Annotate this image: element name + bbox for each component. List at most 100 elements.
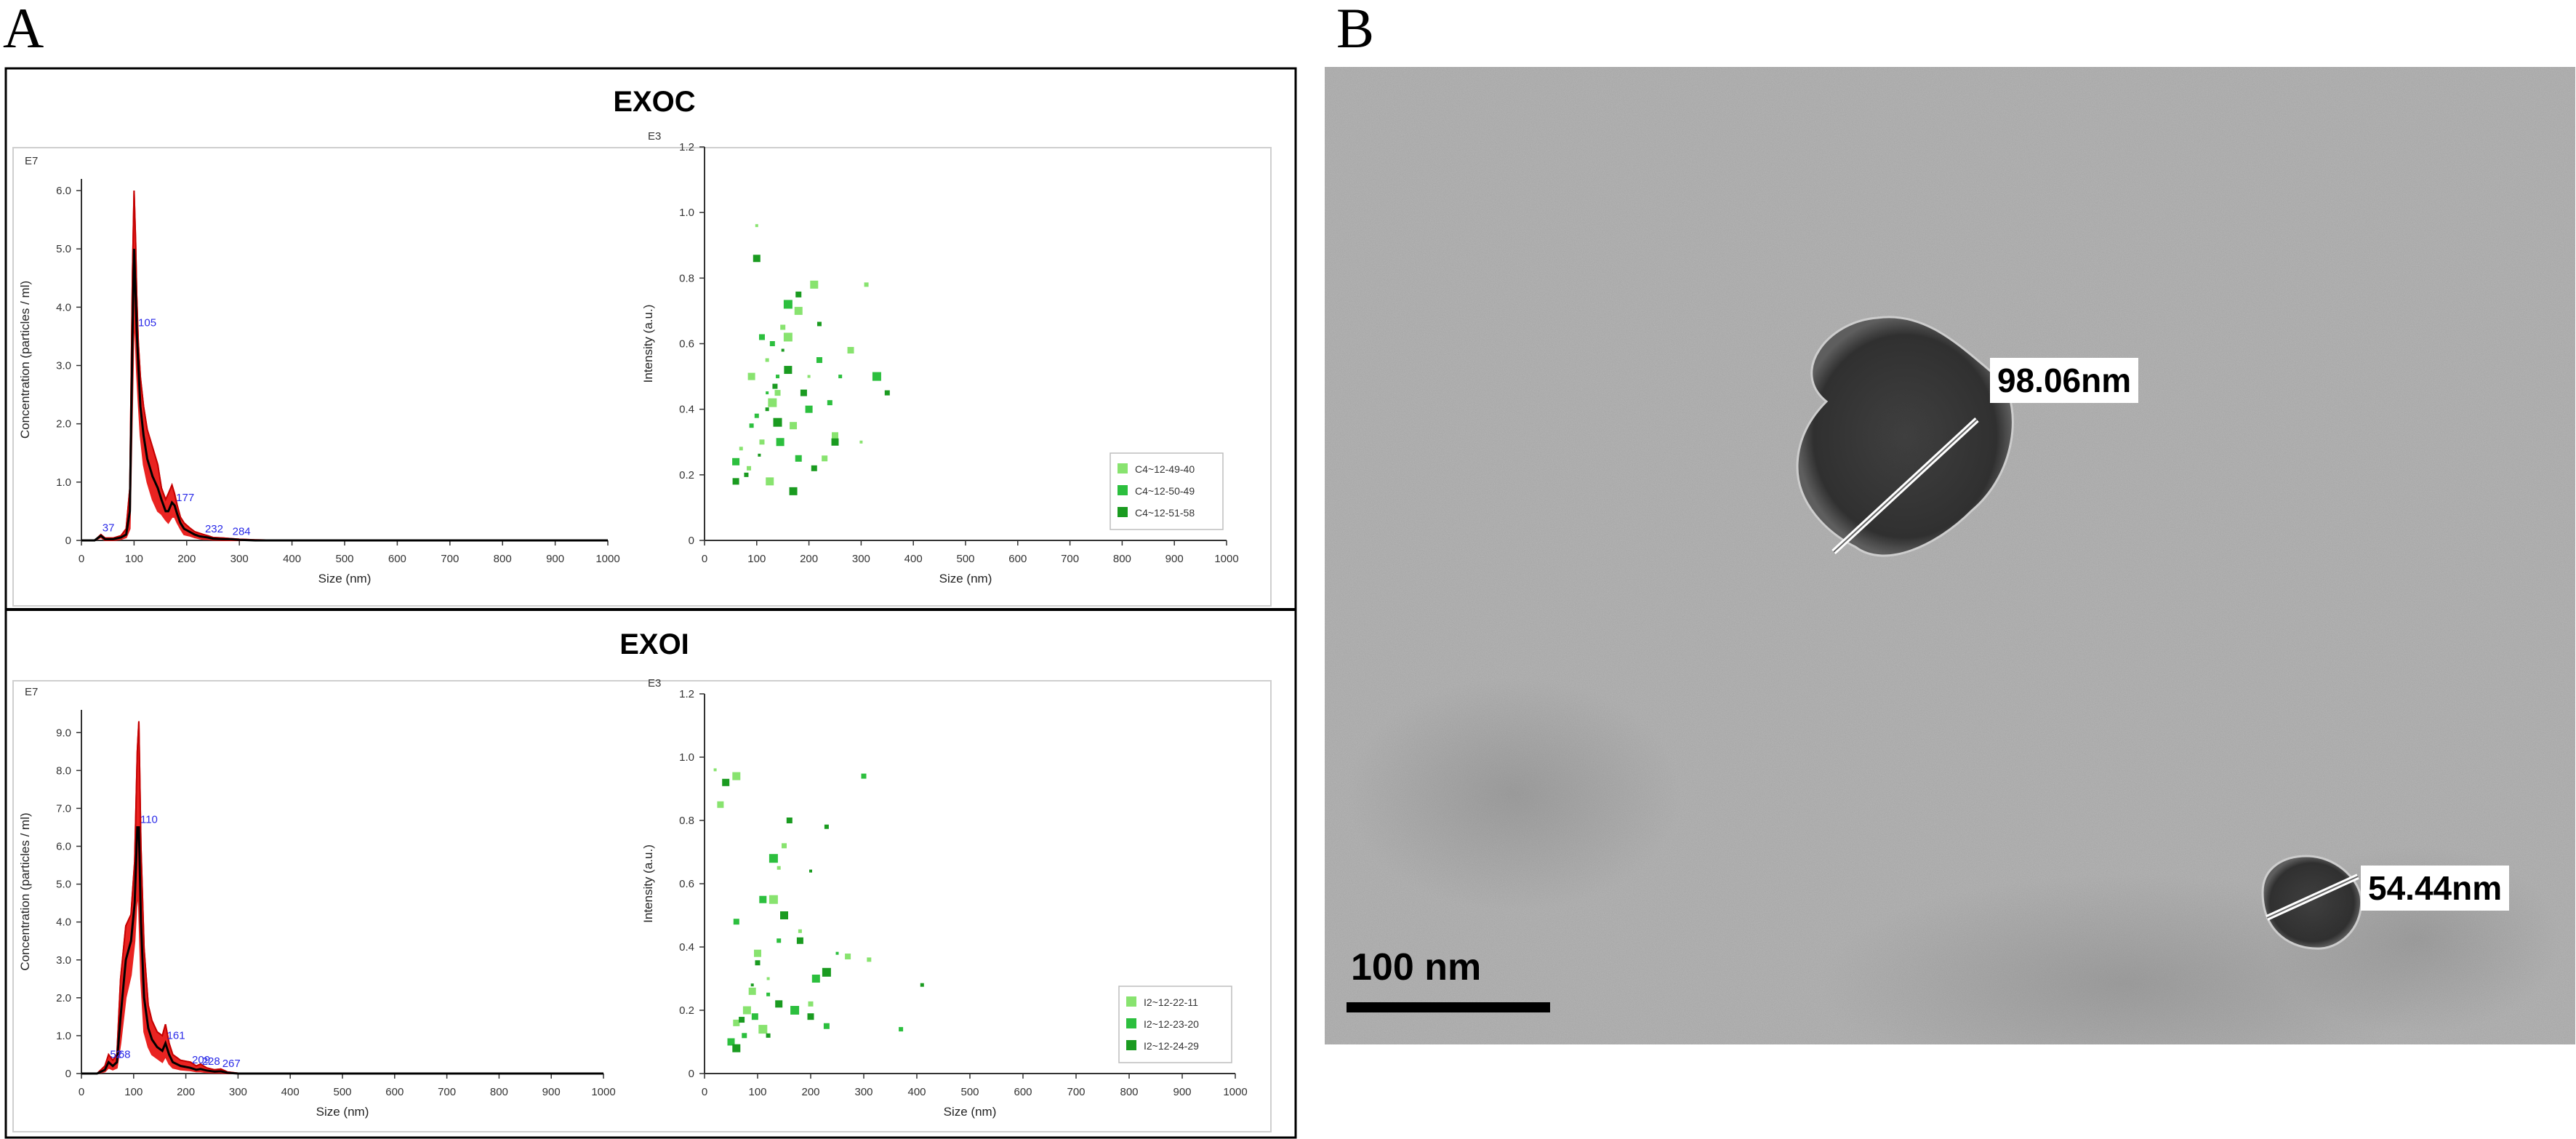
x-tick-label: 900 xyxy=(546,553,564,565)
scatter-point xyxy=(769,854,778,863)
x-tick-label: 100 xyxy=(124,1086,143,1098)
scatter-point xyxy=(809,869,812,873)
scatter-point xyxy=(822,455,828,462)
legend-swatch xyxy=(1118,463,1128,473)
mean-concentration-line xyxy=(81,249,608,542)
error-band xyxy=(81,191,608,541)
y-tick-label: 0.8 xyxy=(679,272,694,284)
peak-label: 232 xyxy=(205,523,223,535)
scatter-point xyxy=(754,949,761,957)
scatter-point xyxy=(758,334,765,340)
scatter-point xyxy=(789,487,798,495)
legend-swatch xyxy=(1118,485,1128,495)
scatter-point xyxy=(811,975,820,983)
scatter-point xyxy=(822,967,831,977)
scatter-point xyxy=(795,291,802,297)
scatter-point xyxy=(777,938,782,943)
error-band xyxy=(81,721,604,1074)
scatter-point xyxy=(796,937,803,944)
scatter-point xyxy=(847,347,854,354)
scatter-point xyxy=(717,801,724,808)
scatter-point xyxy=(713,768,717,772)
upper-bound-line xyxy=(81,721,604,1074)
scatter-point xyxy=(759,439,765,445)
y-tick-label: 1.0 xyxy=(679,207,694,219)
x-tick-label: 200 xyxy=(800,553,818,565)
scatter-point xyxy=(722,778,730,786)
scatter-point xyxy=(765,358,769,362)
y-axis-title: Concentration (particles / ml) xyxy=(18,812,32,970)
scatter-point xyxy=(776,375,780,379)
background-region xyxy=(1347,678,1681,911)
vesicle-large xyxy=(1796,316,2014,557)
scatter-point xyxy=(781,348,785,352)
x-tick-label: 500 xyxy=(956,553,974,565)
y-tick-label: 8.0 xyxy=(56,764,71,777)
scatter-point xyxy=(805,405,813,413)
y-tick-label: 0.6 xyxy=(679,338,694,351)
legend-swatch xyxy=(1126,1040,1136,1050)
x-tick-label: 300 xyxy=(852,553,870,565)
x-tick-label: 1000 xyxy=(591,1086,615,1098)
peak-label: 177 xyxy=(176,492,194,504)
scatter-point xyxy=(744,472,749,477)
scatter-point xyxy=(790,1006,800,1015)
scatter-point xyxy=(790,422,798,430)
y-tick-label: 7.0 xyxy=(56,802,71,815)
x-tick-label: 100 xyxy=(748,1086,766,1098)
scatter-point xyxy=(872,372,881,381)
y-tick-label: 1.0 xyxy=(56,1030,71,1042)
legend-label: C4~12-49-40 xyxy=(1135,463,1195,475)
x-axis-title: Size (nm) xyxy=(939,572,992,586)
legend-label: C4~12-50-49 xyxy=(1135,485,1195,497)
x-axis-title: Size (nm) xyxy=(318,572,372,586)
y-tick-label: 4.0 xyxy=(56,301,71,313)
scatter-point xyxy=(769,341,775,346)
y-tick-label: 0.2 xyxy=(679,469,694,481)
x-tick-label: 1000 xyxy=(595,553,619,565)
legend-label: I2~12-22-11 xyxy=(1144,996,1198,1008)
y-axis-title: Concentration (particles / ml) xyxy=(18,281,32,439)
exoi-size-chart: 0 100 200 300 400 500 600 700 800 900 1000 0 1.0 2.0 3… xyxy=(18,686,616,1119)
x-tick-label: 500 xyxy=(335,553,353,565)
legend-box xyxy=(1118,986,1232,1063)
scatter-point xyxy=(794,306,803,315)
scatter-point xyxy=(775,1000,783,1008)
scatter-point xyxy=(742,1033,747,1039)
x-tick-label: 0 xyxy=(79,553,84,565)
y-tick-label: 1.0 xyxy=(56,476,71,489)
scatter-point xyxy=(867,957,872,962)
scatter-point xyxy=(823,1023,830,1029)
x-tick-label: 400 xyxy=(904,553,923,565)
legend-label: C4~12-51-58 xyxy=(1135,507,1195,519)
scatter-point xyxy=(748,987,756,995)
peak-label: 110 xyxy=(140,813,158,826)
scatter-point xyxy=(899,1027,904,1032)
scatter-point xyxy=(920,983,924,987)
exoc-title: EXOC xyxy=(613,86,696,118)
panel-letter-a: A xyxy=(3,0,44,60)
y-exponent-label: E3 xyxy=(648,677,661,690)
scatter-point xyxy=(864,282,869,287)
scatter-point xyxy=(751,1013,758,1020)
x-tick-label: 900 xyxy=(1165,553,1184,565)
scale-bar xyxy=(1347,1002,1550,1012)
scatter-point xyxy=(835,951,839,955)
exoc-intensity-chart: 0 100 200 300 400 500 600 700 800 900 1000 0 0.2 0.4 0… xyxy=(641,130,1239,586)
x-tick-label: 800 xyxy=(490,1086,508,1098)
y-tick-label: 2.0 xyxy=(56,418,71,431)
y-tick-label: 0 xyxy=(65,1068,71,1080)
scatter-point xyxy=(766,1033,771,1038)
y-tick-label: 9.0 xyxy=(56,727,71,739)
peak-label: 228 xyxy=(202,1055,220,1068)
x-tick-label: 1000 xyxy=(1223,1086,1247,1098)
scatter-point xyxy=(747,465,752,471)
y-tick-label: 5.0 xyxy=(56,243,71,255)
upper-bound-line xyxy=(81,191,608,541)
scatter-point xyxy=(816,357,822,364)
peak-label: 267 xyxy=(222,1058,241,1070)
legend-swatch xyxy=(1118,507,1128,517)
y-tick-label: 0.4 xyxy=(679,941,694,954)
x-tick-label: 200 xyxy=(801,1086,819,1098)
scatter-point xyxy=(838,375,843,379)
